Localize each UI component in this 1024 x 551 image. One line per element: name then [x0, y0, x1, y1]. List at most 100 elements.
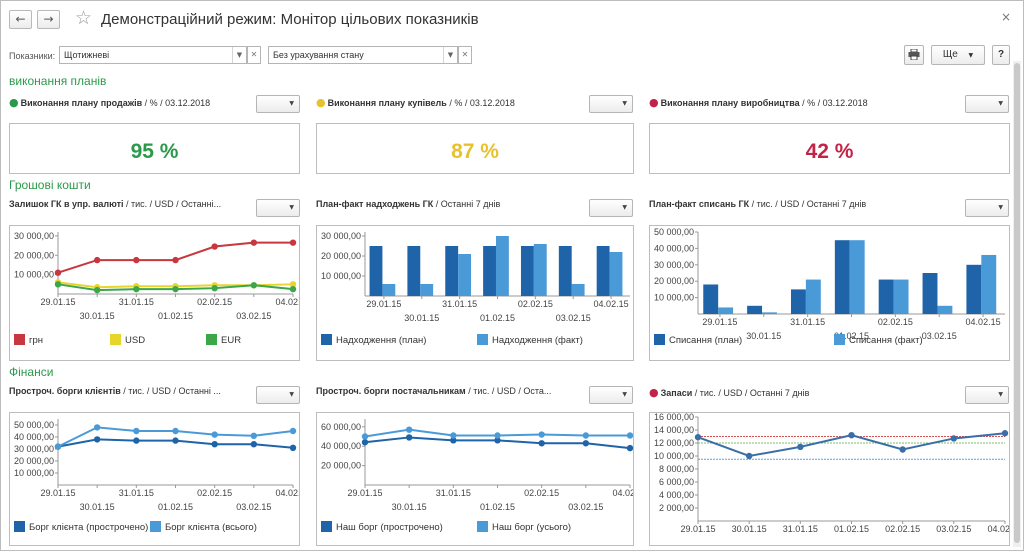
x-tick-label: 31.01.15 — [442, 299, 477, 309]
legend-label: Наш борг (усього) — [492, 522, 571, 533]
widget-writeoffs-menu[interactable]: ▼ — [965, 199, 1009, 217]
bar — [483, 246, 496, 296]
receipts-chart: 10 000,00 20 000,00 30 000,00 29.01.1530.01… — [321, 231, 630, 346]
bar — [747, 305, 763, 314]
chevron-down-icon: ▼ — [998, 391, 1003, 398]
x-tick-label: 04.02.15 — [612, 488, 634, 498]
yellow-dot-icon: ● — [316, 96, 326, 109]
chevron-down-icon: ▼ — [289, 391, 294, 398]
back-button[interactable]: ← — [9, 10, 32, 29]
legend-label: Списання (факт) — [849, 335, 923, 346]
x-tick-label: 01.02.15 — [834, 524, 869, 534]
legend-swatch — [150, 521, 161, 532]
x-tick-label: 02.02.15 — [878, 317, 913, 327]
x-tick-label: 03.02.15 — [236, 502, 271, 512]
data-point — [899, 446, 906, 453]
widget-receipts-meta: / Останні 7 днів — [433, 199, 501, 209]
bar — [382, 284, 396, 296]
legend-swatch — [321, 521, 332, 532]
y-tick-label: 30 000,00 — [654, 260, 694, 270]
period-select-value: Щотижневі — [64, 50, 110, 60]
widget-cash-balance-menu[interactable]: ▼ — [256, 199, 300, 217]
widget-supplier-debts-header: Простроч. борги постачальникам / тис. / … — [316, 386, 551, 396]
bar — [762, 312, 777, 314]
state-select[interactable]: Без урахування стану ▼ — [268, 46, 458, 64]
data-point — [797, 443, 804, 451]
more-button[interactable]: Ще ▼ — [931, 45, 985, 65]
widget-stock-panel: 2 000,00 4 000,00 6 000,00 8 000,00 10 000,0… — [649, 412, 1010, 546]
bar — [893, 279, 909, 314]
data-point — [250, 282, 258, 289]
period-clear-button[interactable]: ✕ — [247, 46, 261, 64]
x-tick-label: 04.02.15 — [594, 299, 629, 309]
widget-cash-balance-panel: 10 000,00 20 000,00 30 000,00 29.01.15 30.01… — [9, 225, 300, 361]
data-point — [405, 426, 413, 433]
x-tick-label: 02.02.15 — [524, 488, 559, 498]
x-tick-label: 03.02.15 — [236, 311, 271, 321]
state-clear-button[interactable]: ✕ — [458, 46, 472, 64]
period-select[interactable]: Щотижневі ▼ — [59, 46, 247, 64]
y-tick-label: 14 000,00 — [654, 425, 694, 435]
data-point — [694, 433, 702, 441]
x-tick-label: 31.01.15 — [783, 524, 818, 534]
widget-receipts-panel: 10 000,00 20 000,00 30 000,00 29.01.15 30.01… — [316, 225, 634, 361]
data-point — [93, 286, 101, 294]
data-point — [172, 437, 179, 444]
data-point — [211, 243, 218, 250]
data-point — [289, 281, 297, 288]
data-point — [211, 431, 218, 438]
close-icon[interactable]: × — [1000, 10, 1011, 24]
help-button[interactable]: ? — [992, 45, 1010, 65]
data-point — [133, 427, 140, 435]
widget-sales-menu[interactable]: ▼ — [256, 95, 300, 113]
chevron-down-icon[interactable]: ▼ — [232, 47, 246, 63]
widget-stock-menu[interactable]: ▼ — [965, 386, 1009, 404]
legend-label: грн — [29, 335, 43, 346]
y-tick-label: 60 000,00 — [321, 422, 361, 432]
y-tick-label: 20 000,00 — [14, 456, 54, 466]
legend-swatch — [14, 334, 25, 345]
bar — [520, 246, 534, 296]
chevron-down-icon[interactable]: ▼ — [443, 47, 457, 63]
chevron-down-icon: ▼ — [998, 100, 1003, 107]
x-tick-label: 03.02.15 — [568, 502, 603, 512]
chevron-down-icon: ▼ — [998, 204, 1003, 211]
data-point — [361, 433, 369, 440]
widget-sales-title: Виконання плану продажів — [20, 98, 143, 108]
y-tick-label: 30 000,00 — [14, 444, 54, 454]
chevron-down-icon: ▼ — [622, 204, 627, 211]
x-tick-label: 04.02.15 — [966, 317, 1001, 327]
bar — [790, 289, 806, 314]
y-tick-label: 10 000,00 — [654, 293, 694, 303]
widget-client-debts-meta: / тис. / USD / Останні ... — [120, 386, 221, 396]
bar — [533, 244, 547, 296]
legend-swatch — [110, 334, 121, 345]
widget-production-value: 42 % — [805, 140, 854, 163]
x-tick-label: 01.02.15 — [834, 331, 869, 341]
indicators-label: Показники: — [9, 51, 56, 61]
widget-writeoffs-header: План-факт списань ГК / тис. / USD / Оста… — [649, 199, 866, 209]
bar — [558, 246, 572, 296]
legend-swatch — [321, 334, 332, 345]
widget-supplier-debts-menu[interactable]: ▼ — [589, 386, 633, 404]
x-tick-label: 31.01.15 — [436, 488, 471, 498]
red-dot-icon: ● — [649, 96, 659, 109]
widget-client-debts-menu[interactable]: ▼ — [256, 386, 300, 404]
bar — [571, 284, 585, 296]
x-tick-label: 02.02.15 — [885, 524, 920, 534]
scrollbar-thumb[interactable] — [1014, 63, 1020, 543]
x-tick-label: 29.01.15 — [680, 524, 715, 534]
widget-production-header: ● Виконання плану виробництва / % / 03.12… — [649, 96, 868, 109]
widget-purchases-menu[interactable]: ▼ — [589, 95, 633, 113]
x-tick-label: 01.02.15 — [480, 313, 515, 323]
x-tick-label: 29.01.15 — [40, 488, 75, 498]
print-button[interactable] — [904, 45, 924, 65]
widget-client-debts-panel: 10 000,00 20 000,00 30 000,00 40 000,00 50 0… — [9, 412, 300, 546]
x-tick-label: 29.01.15 — [347, 488, 382, 498]
widget-production-meta: / % / 03.12.2018 — [799, 98, 868, 108]
widget-receipts-menu[interactable]: ▼ — [589, 199, 633, 217]
legend-label: EUR — [221, 335, 241, 346]
favorite-star-icon[interactable]: ☆ — [75, 7, 93, 29]
forward-button[interactable]: → — [37, 10, 60, 29]
widget-production-menu[interactable]: ▼ — [965, 95, 1009, 113]
